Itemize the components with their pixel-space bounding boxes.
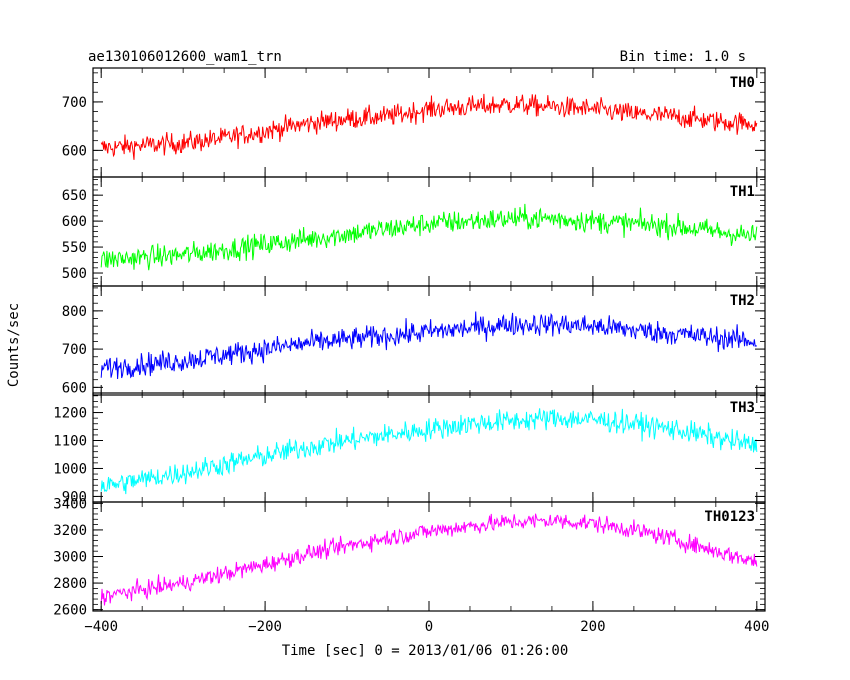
panel-frame [92, 501, 766, 612]
panel-th0123: 2600 2800 3000 3200 3400 TH0123 [53, 496, 766, 619]
y-tick-label: 600 [62, 380, 87, 396]
y-tick-label: 650 [62, 188, 87, 204]
panel-frame [92, 67, 766, 178]
x-tick-label: 0 [425, 619, 433, 635]
series-th3 [100, 408, 758, 495]
y-tick-label: 3200 [53, 523, 87, 539]
y-tick-label: 700 [62, 95, 87, 111]
panel-frame [92, 392, 766, 503]
y-tick-label: 3400 [53, 496, 87, 512]
x-tick-label: 400 [744, 619, 769, 635]
y-tick-label: 1100 [53, 434, 87, 450]
x-tick-label: −200 [248, 619, 282, 635]
y-tick-label: 2800 [53, 576, 87, 592]
x-tick-label: −400 [84, 619, 118, 635]
y-tick-label: 2600 [53, 603, 87, 619]
y-tick-label: 600 [62, 143, 87, 159]
plot-title: ae130106012600_wam1_trn [88, 49, 282, 65]
bin-time-label: Bin time: 1.0 s [620, 49, 746, 65]
series-label: TH2 [730, 293, 755, 309]
series-label: TH1 [730, 184, 755, 200]
panel-th0: 600 700 TH0 [62, 67, 766, 178]
y-tick-label: 500 [62, 266, 87, 282]
panel-th1: 500 550 600 650 TH1 [62, 176, 766, 287]
series-label: TH3 [730, 400, 755, 416]
series-th2 [100, 311, 757, 379]
y-tick-label: 600 [62, 214, 87, 230]
series-label: TH0 [730, 75, 755, 91]
y-tick-label: 700 [62, 342, 87, 358]
panel-th2: 600 700 800 TH2 [62, 285, 766, 396]
y-tick-label: 3000 [53, 550, 87, 566]
panel-frame [92, 285, 766, 396]
series-label: TH0123 [704, 509, 755, 525]
x-axis-label: Time [sec] 0 = 2013/01/06 01:26:00 [282, 643, 569, 659]
series-th1 [100, 203, 758, 271]
y-tick-label: 1000 [53, 461, 87, 477]
y-tick-label: 900 [62, 489, 87, 505]
y-tick-label: 1200 [53, 406, 87, 422]
panel-th3: 900 1000 1100 1200 TH3 [53, 392, 766, 505]
y-tick-label: 800 [62, 304, 87, 320]
x-tick-label: 200 [580, 619, 605, 635]
series-th0 [100, 93, 758, 160]
y-axis-label: Counts/sec [6, 303, 22, 387]
y-tick-label: 550 [62, 240, 87, 256]
series-th0123 [100, 513, 758, 606]
panels: 600 700 TH0 500 550 600 650 TH1 600 700 800 TH2 900 1… [53, 67, 766, 619]
x-axis: −400 −200 0 200 400 [84, 619, 769, 635]
